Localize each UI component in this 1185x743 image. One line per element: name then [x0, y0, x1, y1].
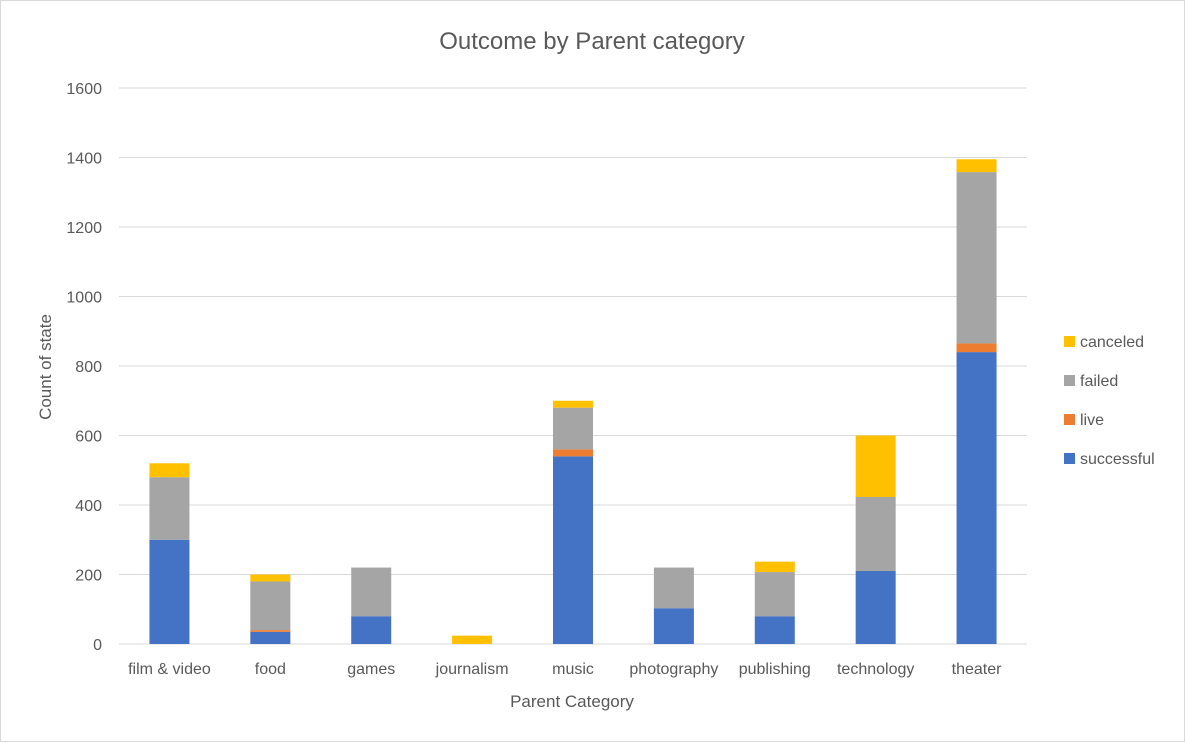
x-tick-label: music	[552, 661, 594, 678]
bar-failed	[956, 172, 997, 344]
x-tick-label: technology	[837, 661, 914, 678]
bar-canceled	[452, 635, 493, 644]
bar-canceled	[149, 463, 190, 478]
y-tick-label: 1000	[66, 290, 102, 307]
bar-canceled	[553, 400, 593, 408]
y-tick-label: 0	[93, 637, 102, 654]
x-tick-label: theater	[952, 661, 1002, 678]
y-tick-label: 800	[75, 359, 102, 376]
legend: canceled failed live successful	[1064, 334, 1155, 468]
x-tick-label: food	[255, 661, 286, 678]
bar-failed	[855, 497, 896, 572]
bar-successful	[553, 456, 593, 644]
y-tick-label: 1600	[66, 81, 102, 98]
legend-swatch-successful	[1064, 453, 1075, 464]
bar-successful	[754, 616, 795, 644]
bar-successful	[956, 352, 997, 644]
bar-successful	[351, 616, 392, 644]
legend-label-live: live	[1080, 412, 1104, 429]
bar-successful	[250, 631, 291, 644]
x-tick-label: journalism	[435, 661, 509, 678]
legend-swatch-live	[1064, 414, 1075, 425]
y-tick-label: 1400	[66, 151, 102, 168]
legend-swatch-canceled	[1064, 336, 1075, 347]
x-axis-ticks: film & video food games journalism music phot…	[128, 661, 1002, 678]
chart-title: Outcome by Parent category	[439, 28, 744, 55]
y-axis-ticks: 0 200 400 600 800 1000 1200 1400 1600	[66, 81, 102, 654]
bar-canceled	[754, 561, 795, 573]
bar-live	[553, 449, 593, 457]
x-tick-label: photography	[629, 661, 718, 678]
bar-canceled	[855, 435, 896, 498]
bar-failed	[149, 477, 190, 540]
bar-failed	[351, 567, 392, 617]
legend-swatch-failed	[1064, 375, 1075, 386]
y-axis-title: Count of state	[36, 314, 55, 420]
x-tick-label: film & video	[128, 661, 211, 678]
x-tick-label: publishing	[739, 661, 811, 678]
bar-successful	[855, 571, 896, 644]
bar-successful	[653, 608, 694, 644]
bar-live	[956, 343, 997, 353]
bar-canceled	[956, 159, 997, 173]
bars	[149, 159, 997, 644]
bar-failed	[653, 567, 694, 609]
bar-canceled	[250, 574, 291, 582]
bar-failed	[250, 581, 291, 631]
y-tick-label: 200	[75, 568, 102, 585]
y-tick-label: 400	[75, 498, 102, 515]
bar-live	[250, 630, 291, 632]
y-tick-label: 600	[75, 429, 102, 446]
legend-label-successful: successful	[1080, 451, 1155, 468]
x-axis-title: Parent Category	[510, 692, 634, 711]
legend-label-failed: failed	[1080, 373, 1118, 390]
bar-failed	[754, 572, 795, 617]
y-tick-label: 1200	[66, 220, 102, 237]
bar-successful	[149, 539, 190, 644]
bar-failed	[553, 407, 593, 450]
legend-label-canceled: canceled	[1080, 334, 1144, 351]
x-tick-label: games	[347, 661, 395, 678]
